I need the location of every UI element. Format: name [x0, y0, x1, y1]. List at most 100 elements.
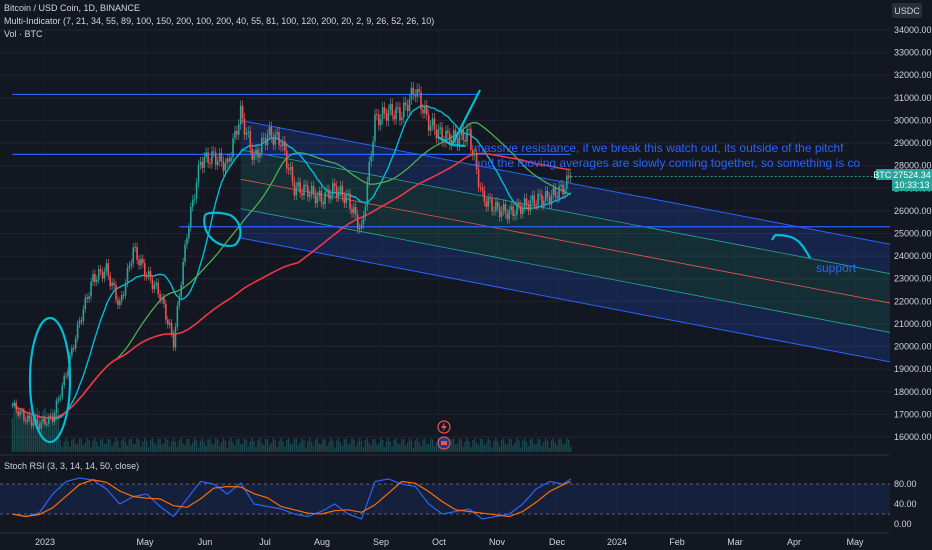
candle: [437, 129, 440, 139]
candle: [337, 191, 340, 198]
volume-bar: [188, 439, 190, 452]
candle: [445, 130, 447, 143]
legend-indicator-multi[interactable]: Multi-Indicator (7, 21, 34, 55, 89, 100,…: [4, 16, 435, 26]
volume-bar: [25, 414, 27, 452]
candle: [243, 118, 246, 135]
volume-bar: [545, 438, 547, 452]
candle: [190, 207, 192, 228]
volume-bar: [333, 447, 336, 452]
volume-bar: [295, 439, 298, 452]
candle: [161, 297, 163, 300]
pitchfork-line: [240, 119, 932, 253]
candle: [97, 269, 100, 280]
annotation-resistance-line2: and the moving averages are slowly comin…: [474, 156, 861, 170]
volume-bar: [50, 408, 52, 452]
volume-bar: [34, 411, 37, 452]
candle: [379, 119, 382, 126]
candle: [88, 296, 90, 299]
volume-bar: [414, 440, 416, 452]
price-tick-label: 18000.00: [894, 387, 932, 397]
candle: [368, 161, 371, 182]
volume-bar: [324, 439, 326, 452]
candle: [395, 107, 397, 120]
candle: [314, 193, 317, 204]
candle: [466, 129, 468, 142]
legend-symbol[interactable]: Bitcoin / USD Coin, 1D, BINANCE: [4, 3, 141, 13]
candle: [493, 210, 495, 212]
event-icons[interactable]: [437, 420, 451, 450]
candle: [318, 191, 321, 197]
volume-bar: [109, 439, 111, 452]
candle: [226, 158, 229, 163]
volume-bar: [53, 414, 56, 452]
volume-bar: [495, 438, 497, 452]
candle: [180, 285, 183, 297]
volume-bar: [255, 447, 257, 452]
candle: [299, 182, 301, 193]
volume-bar: [383, 447, 386, 452]
stoch-rsi-pane[interactable]: [0, 477, 890, 520]
volume-bar: [347, 444, 349, 452]
candle: [117, 299, 119, 306]
candle: [305, 184, 307, 186]
candle: [404, 102, 407, 105]
volume-bar: [170, 441, 173, 452]
candle: [349, 193, 351, 209]
candle: [99, 269, 102, 272]
volume-bar: [197, 447, 200, 452]
candle: [468, 129, 470, 131]
volume-bar: [566, 438, 568, 452]
price-tick-label: 32000.00: [894, 70, 932, 80]
volume-bar: [303, 440, 305, 452]
volume-bar: [335, 440, 338, 452]
volume-bar: [23, 408, 25, 452]
candle: [222, 161, 225, 171]
volume-bar: [251, 438, 253, 452]
candle: [473, 153, 476, 156]
candle: [53, 412, 56, 422]
volume-bar: [523, 438, 526, 452]
candle: [17, 410, 19, 416]
candle: [452, 130, 455, 140]
candle: [418, 89, 420, 92]
price-tick-label: 23000.00: [894, 274, 932, 284]
annotation-support[interactable]: support: [816, 261, 857, 275]
candle: [224, 162, 227, 171]
volume-bar: [92, 440, 94, 452]
volume-bar: [27, 413, 29, 452]
volume-bar: [136, 438, 138, 452]
volume-bar: [552, 438, 555, 452]
candle: [23, 411, 25, 421]
candle: [201, 161, 204, 168]
volume-bar: [502, 438, 505, 452]
volume-bar: [479, 438, 482, 452]
volume-bar: [378, 443, 380, 452]
annotation-resistance[interactable]: massive resistance, if we break this wat…: [474, 141, 861, 170]
volume-bar: [307, 440, 309, 452]
time-axis[interactable]: 2023 May Jun Jul Aug Sep Oct Nov Dec 2024 Feb Mar Ap…: [35, 537, 864, 547]
legend-stoch-rsi[interactable]: Stoch RSI (3, 3, 14, 14, 50, close): [4, 461, 140, 471]
candle: [308, 194, 311, 197]
volume-bar: [487, 438, 489, 452]
time-tick-label: Oct: [432, 537, 447, 547]
candle: [358, 227, 361, 230]
currency-badge[interactable]: [892, 3, 922, 18]
candle: [470, 129, 472, 150]
candle: [234, 130, 236, 139]
volume-bar: [270, 443, 273, 452]
volume-bar: [149, 440, 152, 452]
stoch-band: [0, 484, 890, 514]
volume-bar: [126, 445, 129, 452]
stoch-tick-label: 0.00: [894, 519, 912, 529]
legend-indicator-vol[interactable]: Vol · BTC: [4, 29, 43, 39]
pen-drawings[interactable]: [28, 89, 811, 444]
candle: [558, 186, 560, 199]
volume-bar: [332, 440, 334, 452]
candle: [504, 204, 507, 214]
candle: [186, 238, 188, 245]
volume-bar: [80, 439, 83, 452]
volume-bar: [364, 440, 367, 452]
candle: [506, 213, 509, 220]
price-axis[interactable]: USDC 34000.00 33000.00 32000.00 31000.00 300…: [890, 0, 932, 550]
